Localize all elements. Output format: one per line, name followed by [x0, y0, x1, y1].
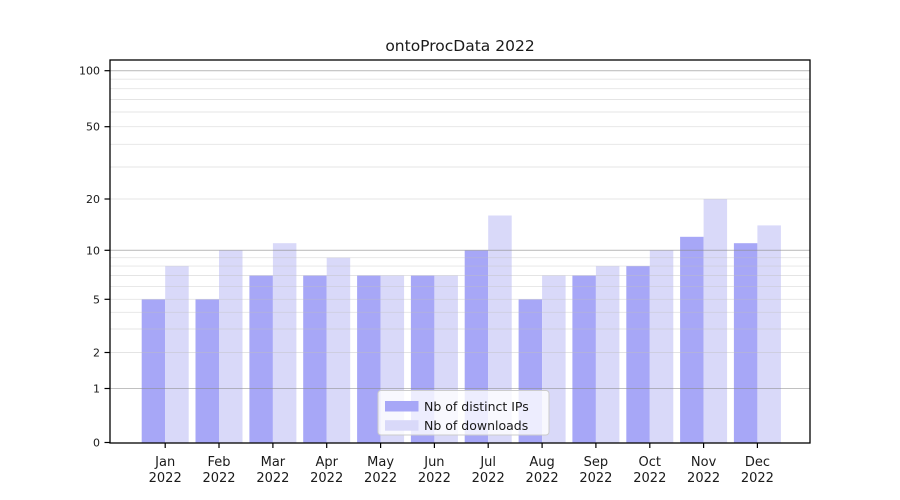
y-tick-label: 50: [86, 121, 100, 134]
bar-downloads: [219, 250, 243, 443]
x-tick-label-year: 2022: [741, 471, 774, 486]
legend: Nb of distinct IPs Nb of downloads: [377, 390, 550, 436]
y-tick-label: 2: [93, 347, 100, 360]
bar-distinct-ips: [680, 236, 704, 443]
x-tick-label-year: 2022: [256, 471, 289, 486]
bar-downloads: [703, 199, 728, 443]
y-tick-label: 0: [93, 437, 100, 450]
legend-swatch-downloads: [385, 420, 419, 431]
x-tick-label-month: Sep: [584, 455, 609, 470]
y-tick-label: 5: [93, 293, 100, 306]
legend-box: [377, 390, 550, 436]
x-tick-label-month: Dec: [745, 455, 770, 470]
x-tick-label-year: 2022: [579, 471, 612, 486]
x-tick-label-year: 2022: [418, 471, 451, 486]
x-tick-label-month: Apr: [315, 455, 338, 470]
bar-distinct-ips: [303, 275, 327, 443]
y-tick-label: 1: [93, 383, 100, 396]
bar-downloads: [488, 215, 512, 443]
bar-downloads: [649, 250, 674, 443]
bar-distinct-ips: [626, 266, 650, 443]
x-tick-label-month: Aug: [529, 455, 554, 470]
x-tick-label-year: 2022: [310, 471, 343, 486]
x-tick-label-month: Jun: [423, 455, 444, 470]
x-tick-label-year: 2022: [526, 471, 559, 486]
x-tick-label-year: 2022: [364, 471, 397, 486]
x-tick-label-month: Mar: [261, 455, 286, 470]
legend-label-downloads: Nb of downloads: [424, 418, 528, 433]
bar-downloads: [595, 266, 620, 443]
x-tick-label-month: Nov: [691, 455, 717, 470]
legend-swatch-distinct-ips: [385, 401, 419, 412]
y-tick-label: 10: [86, 244, 100, 257]
chart-title: ontoProcData 2022: [385, 37, 534, 55]
grid-layer: [110, 70, 810, 390]
bar-distinct-ips: [572, 275, 596, 443]
x-tick-label-month: Jul: [479, 455, 496, 470]
y-tick-label: 20: [86, 193, 100, 206]
x-tick-label-year: 2022: [202, 471, 235, 486]
x-tick-label-year: 2022: [687, 471, 720, 486]
bar-distinct-ips: [141, 299, 166, 443]
bar-downloads: [165, 266, 189, 443]
bar-downloads: [326, 257, 351, 443]
bar-distinct-ips: [249, 275, 273, 443]
plot-border: [109, 59, 811, 444]
bar-distinct-ips: [357, 275, 381, 443]
legend-label-distinct-ips: Nb of distinct IPs: [424, 399, 529, 414]
x-tick-label-month: Feb: [207, 455, 230, 470]
bar-distinct-ips: [195, 299, 219, 443]
x-tick-label-month: May: [367, 455, 394, 470]
x-tick-label-month: Jan: [154, 455, 175, 470]
bar-downloads: [272, 243, 297, 443]
x-tick-label-month: Oct: [639, 455, 661, 470]
x-tick-label-year: 2022: [149, 471, 182, 486]
axes-layer: 0125102050100Jan2022Feb2022Mar2022Apr202…: [79, 59, 811, 486]
bar-distinct-ips: [733, 243, 758, 443]
x-tick-label-year: 2022: [633, 471, 666, 486]
y-tick-label: 100: [79, 65, 100, 78]
x-tick-label-year: 2022: [472, 471, 505, 486]
